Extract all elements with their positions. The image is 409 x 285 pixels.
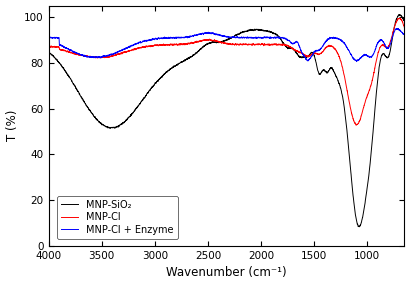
MNP-SiO₂ bbox=[110, 126, 115, 129]
MNP-Cl bbox=[338, 60, 343, 64]
MNP-Cl + Enzyme bbox=[338, 39, 343, 42]
MNP-Cl + Enzyme bbox=[46, 36, 51, 40]
MNP-Cl + Enzyme bbox=[277, 36, 282, 40]
MNP-SiO₂ bbox=[259, 29, 264, 32]
MNP-SiO₂ bbox=[46, 50, 51, 53]
MNP-Cl bbox=[311, 52, 316, 55]
MNP-Cl + Enzyme bbox=[393, 27, 398, 30]
MNP-Cl bbox=[397, 16, 402, 20]
MNP-SiO₂ bbox=[182, 58, 187, 62]
MNP-SiO₂ bbox=[401, 19, 406, 23]
Line: MNP-Cl: MNP-Cl bbox=[49, 18, 403, 125]
MNP-SiO₂ bbox=[338, 88, 343, 92]
MNP-Cl bbox=[401, 25, 406, 29]
Legend: MNP-SiO₂, MNP-Cl, MNP-Cl + Enzyme: MNP-SiO₂, MNP-Cl, MNP-Cl + Enzyme bbox=[57, 196, 177, 239]
MNP-SiO₂ bbox=[311, 54, 316, 58]
MNP-SiO₂ bbox=[277, 36, 282, 40]
MNP-Cl + Enzyme bbox=[353, 60, 358, 63]
MNP-SiO₂ bbox=[356, 225, 361, 228]
MNP-Cl + Enzyme bbox=[110, 52, 115, 56]
MNP-Cl bbox=[353, 123, 358, 127]
MNP-Cl bbox=[277, 43, 282, 47]
Line: MNP-Cl + Enzyme: MNP-Cl + Enzyme bbox=[49, 28, 403, 61]
Line: MNP-SiO₂: MNP-SiO₂ bbox=[49, 15, 403, 227]
MNP-SiO₂ bbox=[396, 13, 400, 16]
Y-axis label: T (%): T (%) bbox=[6, 110, 18, 141]
MNP-Cl + Enzyme bbox=[259, 36, 264, 39]
X-axis label: Wavenumber (cm⁻¹): Wavenumber (cm⁻¹) bbox=[166, 266, 286, 280]
MNP-Cl + Enzyme bbox=[401, 33, 406, 36]
MNP-Cl bbox=[259, 42, 264, 46]
MNP-Cl + Enzyme bbox=[311, 50, 316, 54]
MNP-Cl bbox=[46, 46, 51, 49]
MNP-Cl bbox=[110, 54, 115, 58]
MNP-Cl + Enzyme bbox=[182, 36, 187, 39]
MNP-Cl bbox=[182, 43, 187, 46]
